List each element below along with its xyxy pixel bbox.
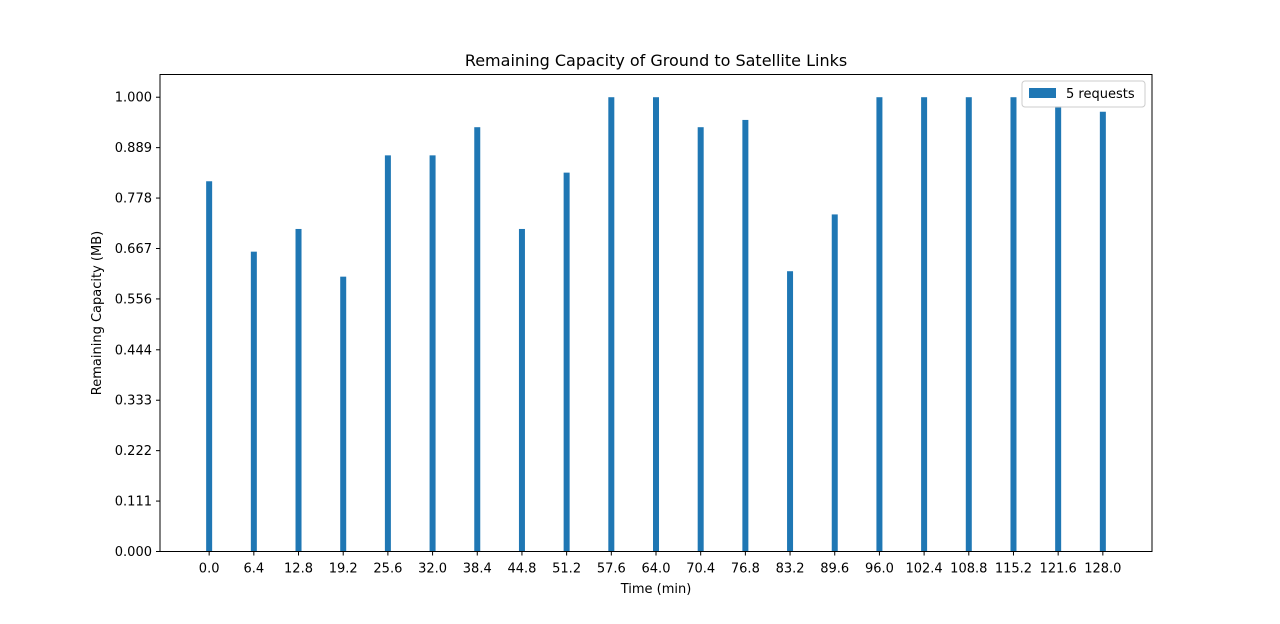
y-tick-label: 0.667 (115, 242, 152, 257)
y-tick-label: 0.556 (115, 292, 152, 307)
bar[interactable] (742, 119, 749, 552)
x-axis: 0.0 6.4 12.8 19.2 25.6 32.0 38.4 44.8 51.2 57.6 64… (199, 551, 1121, 577)
x-tick-label: 25.6 (373, 562, 402, 577)
bar[interactable] (1010, 97, 1017, 552)
bar[interactable] (787, 271, 794, 552)
x-tick-label: 70.4 (686, 562, 715, 577)
bar[interactable] (295, 228, 302, 552)
bar[interactable] (518, 228, 525, 552)
chart-title: Remaining Capacity of Ground to Satellit… (465, 51, 847, 70)
bar[interactable] (384, 155, 391, 552)
x-tick-label: 57.6 (597, 562, 626, 577)
bar[interactable] (965, 97, 972, 552)
bar[interactable] (697, 127, 704, 552)
x-tick-label: 115.2 (995, 562, 1032, 577)
plot-frame (159, 74, 1153, 552)
x-tick-label: 83.2 (776, 562, 805, 577)
bar[interactable] (1055, 106, 1062, 552)
x-tick-label: 12.8 (284, 562, 313, 577)
bar[interactable] (653, 97, 659, 552)
bars-layer (206, 97, 1106, 552)
x-tick-label: 102.4 (905, 562, 942, 577)
bar[interactable] (1099, 111, 1106, 552)
x-tick-label: 6.4 (243, 562, 264, 577)
x-axis-label: Time (min) (620, 582, 692, 597)
bar[interactable] (206, 181, 213, 552)
x-tick-label: 38.4 (463, 562, 492, 577)
x-tick-label: 76.8 (731, 562, 760, 577)
x-tick-label: 51.2 (552, 562, 581, 577)
bar[interactable] (340, 276, 347, 552)
y-tick-label: 0.444 (115, 343, 152, 358)
x-tick-label: 96.0 (865, 562, 894, 577)
legend-swatch (1029, 88, 1056, 98)
bar[interactable] (563, 172, 570, 552)
y-tick-label: 0.333 (115, 394, 152, 409)
y-tick-label: 0.111 (115, 495, 152, 510)
x-tick-label: 32.0 (418, 562, 447, 577)
y-tick-label: 0.778 (115, 192, 152, 207)
bar[interactable] (921, 97, 928, 552)
y-axis-label: Remaining Capacity (MB) (90, 231, 105, 395)
bar[interactable] (831, 214, 838, 552)
x-tick-label: 64.0 (642, 562, 671, 577)
legend[interactable]: 5 requests (1021, 80, 1146, 108)
x-tick-label: 128.0 (1084, 562, 1121, 577)
x-tick-label: 44.8 (507, 562, 536, 577)
y-tick-label: 1.000 (115, 91, 152, 106)
x-tick-label: 108.8 (950, 562, 987, 577)
legend-box (1021, 80, 1146, 108)
legend-label: 5 requests (1066, 87, 1135, 102)
bar[interactable] (429, 155, 436, 552)
y-tick-label: 0.000 (115, 545, 152, 560)
y-axis: 0.000 0.111 0.222 0.333 0.444 0.556 0.667 0.778… (115, 91, 160, 560)
bar[interactable] (250, 251, 257, 552)
bar[interactable] (474, 127, 481, 552)
x-tick-label: 19.2 (329, 562, 358, 577)
x-tick-label: 121.6 (1040, 562, 1077, 577)
bar[interactable] (608, 97, 615, 552)
y-tick-label: 0.889 (115, 141, 152, 156)
x-tick-label: 89.6 (820, 562, 849, 577)
bar[interactable] (876, 97, 883, 552)
x-tick-label: 0.0 (199, 562, 220, 577)
y-tick-label: 0.222 (115, 444, 152, 459)
